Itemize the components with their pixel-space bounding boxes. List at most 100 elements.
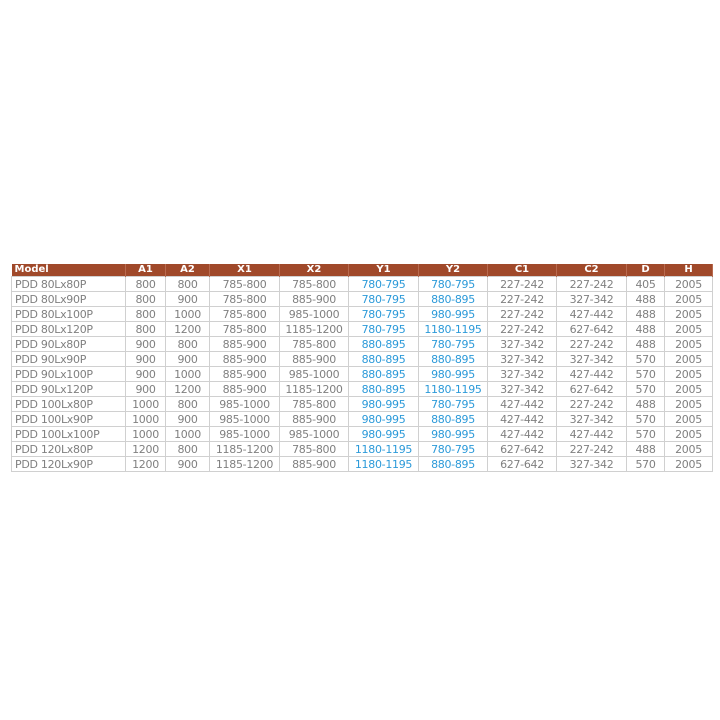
cell-c2: 227-242: [556, 396, 627, 412]
cell-y2: 880-895: [418, 411, 488, 427]
cell-x2: 1185-1200: [279, 321, 349, 337]
cell-c1: 227-242: [487, 306, 557, 322]
cell-d: 488: [626, 306, 665, 322]
cell-c1: 227-242: [487, 321, 557, 337]
cell-c1: 227-242: [487, 276, 557, 292]
cell-model: PDD 100Lx90P: [11, 411, 126, 427]
column-header-d: D: [626, 264, 665, 277]
cell-model: PDD 90Lx100P: [11, 366, 126, 382]
cell-x2: 885-900: [279, 351, 349, 367]
cell-d: 488: [626, 291, 665, 307]
cell-a2: 1200: [165, 321, 210, 337]
cell-d: 570: [626, 411, 665, 427]
cell-c2: 327-342: [556, 351, 627, 367]
cell-y1: 880-895: [348, 366, 419, 382]
cell-a2: 800: [165, 276, 210, 292]
cell-y2: 880-895: [418, 456, 488, 472]
cell-d: 570: [626, 456, 665, 472]
cell-a1: 800: [125, 306, 166, 322]
cell-h: 2005: [664, 441, 713, 457]
cell-y1: 780-795: [348, 291, 419, 307]
table-row: PDD 100Lx90P 1000 900 985-1000 885-900 980-99…: [11, 411, 713, 427]
cell-x2: 785-800: [279, 276, 349, 292]
cell-a2: 800: [165, 441, 210, 457]
cell-x2: 785-800: [279, 441, 349, 457]
cell-x2: 785-800: [279, 336, 349, 352]
cell-x2: 885-900: [279, 411, 349, 427]
cell-y2: 780-795: [418, 396, 488, 412]
cell-x2: 885-900: [279, 291, 349, 307]
table-row: PDD 80Lx120P 800 1200 785-800 1185-1200 780-7…: [11, 321, 713, 337]
cell-x1: 1185-1200: [209, 441, 280, 457]
cell-a1: 900: [125, 381, 166, 397]
cell-c1: 227-242: [487, 291, 557, 307]
column-header-a2: A2: [165, 264, 210, 277]
cell-x2: 985-1000: [279, 366, 349, 382]
cell-model: PDD 80Lx90P: [11, 291, 126, 307]
cell-d: 570: [626, 366, 665, 382]
table-row: PDD 80Lx100P 800 1000 785-800 985-1000 780-79…: [11, 306, 713, 322]
column-header-x1: X1: [209, 264, 280, 277]
cell-d: 488: [626, 321, 665, 337]
column-header-y1: Y1: [348, 264, 419, 277]
cell-c1: 627-642: [487, 441, 557, 457]
cell-model: PDD 90Lx90P: [11, 351, 126, 367]
cell-y1: 1180-1195: [348, 441, 419, 457]
cell-a1: 1200: [125, 441, 166, 457]
table-row: PDD 80Lx80P 800 800 785-800 785-800 780-795 78…: [11, 276, 713, 292]
cell-a2: 1000: [165, 426, 210, 442]
cell-x1: 885-900: [209, 381, 280, 397]
cell-x1: 885-900: [209, 351, 280, 367]
cell-y2: 780-795: [418, 276, 488, 292]
column-header-model: Model: [11, 264, 126, 277]
cell-h: 2005: [664, 426, 713, 442]
cell-a2: 800: [165, 336, 210, 352]
cell-model: PDD 90Lx120P: [11, 381, 126, 397]
cell-h: 2005: [664, 336, 713, 352]
cell-a1: 1000: [125, 426, 166, 442]
cell-h: 2005: [664, 351, 713, 367]
cell-h: 2005: [664, 306, 713, 322]
cell-x2: 985-1000: [279, 306, 349, 322]
cell-a1: 1200: [125, 456, 166, 472]
cell-d: 570: [626, 426, 665, 442]
table-row: PDD 120Lx80P 1200 800 1185-1200 785-800 1180-…: [11, 441, 713, 457]
cell-c1: 427-442: [487, 411, 557, 427]
cell-y2: 880-895: [418, 291, 488, 307]
cell-y2: 780-795: [418, 441, 488, 457]
cell-a2: 1000: [165, 306, 210, 322]
cell-x1: 785-800: [209, 306, 280, 322]
cell-h: 2005: [664, 366, 713, 382]
cell-x1: 785-800: [209, 276, 280, 292]
cell-a1: 900: [125, 366, 166, 382]
cell-model: PDD 120Lx80P: [11, 441, 126, 457]
column-header-a1: A1: [125, 264, 166, 277]
cell-c2: 227-242: [556, 336, 627, 352]
cell-y2: 880-895: [418, 351, 488, 367]
cell-x1: 985-1000: [209, 396, 280, 412]
cell-h: 2005: [664, 291, 713, 307]
cell-a1: 800: [125, 321, 166, 337]
cell-y2: 1180-1195: [418, 381, 488, 397]
cell-x1: 985-1000: [209, 411, 280, 427]
column-header-x2: X2: [279, 264, 349, 277]
cell-y1: 880-895: [348, 336, 419, 352]
cell-d: 405: [626, 276, 665, 292]
cell-model: PDD 80Lx100P: [11, 306, 126, 322]
cell-x2: 885-900: [279, 456, 349, 472]
cell-a1: 1000: [125, 411, 166, 427]
cell-y2: 780-795: [418, 336, 488, 352]
cell-y1: 880-895: [348, 381, 419, 397]
cell-c2: 327-342: [556, 291, 627, 307]
cell-c2: 327-342: [556, 456, 627, 472]
table-row: PDD 80Lx90P 800 900 785-800 885-900 780-795 88…: [11, 291, 713, 307]
cell-c2: 427-442: [556, 366, 627, 382]
cell-h: 2005: [664, 381, 713, 397]
cell-y1: 980-995: [348, 396, 419, 412]
cell-c1: 327-342: [487, 366, 557, 382]
cell-c2: 427-442: [556, 306, 627, 322]
cell-x2: 1185-1200: [279, 381, 349, 397]
cell-model: PDD 90Lx80P: [11, 336, 126, 352]
cell-a1: 1000: [125, 396, 166, 412]
column-header-c1: C1: [487, 264, 557, 277]
